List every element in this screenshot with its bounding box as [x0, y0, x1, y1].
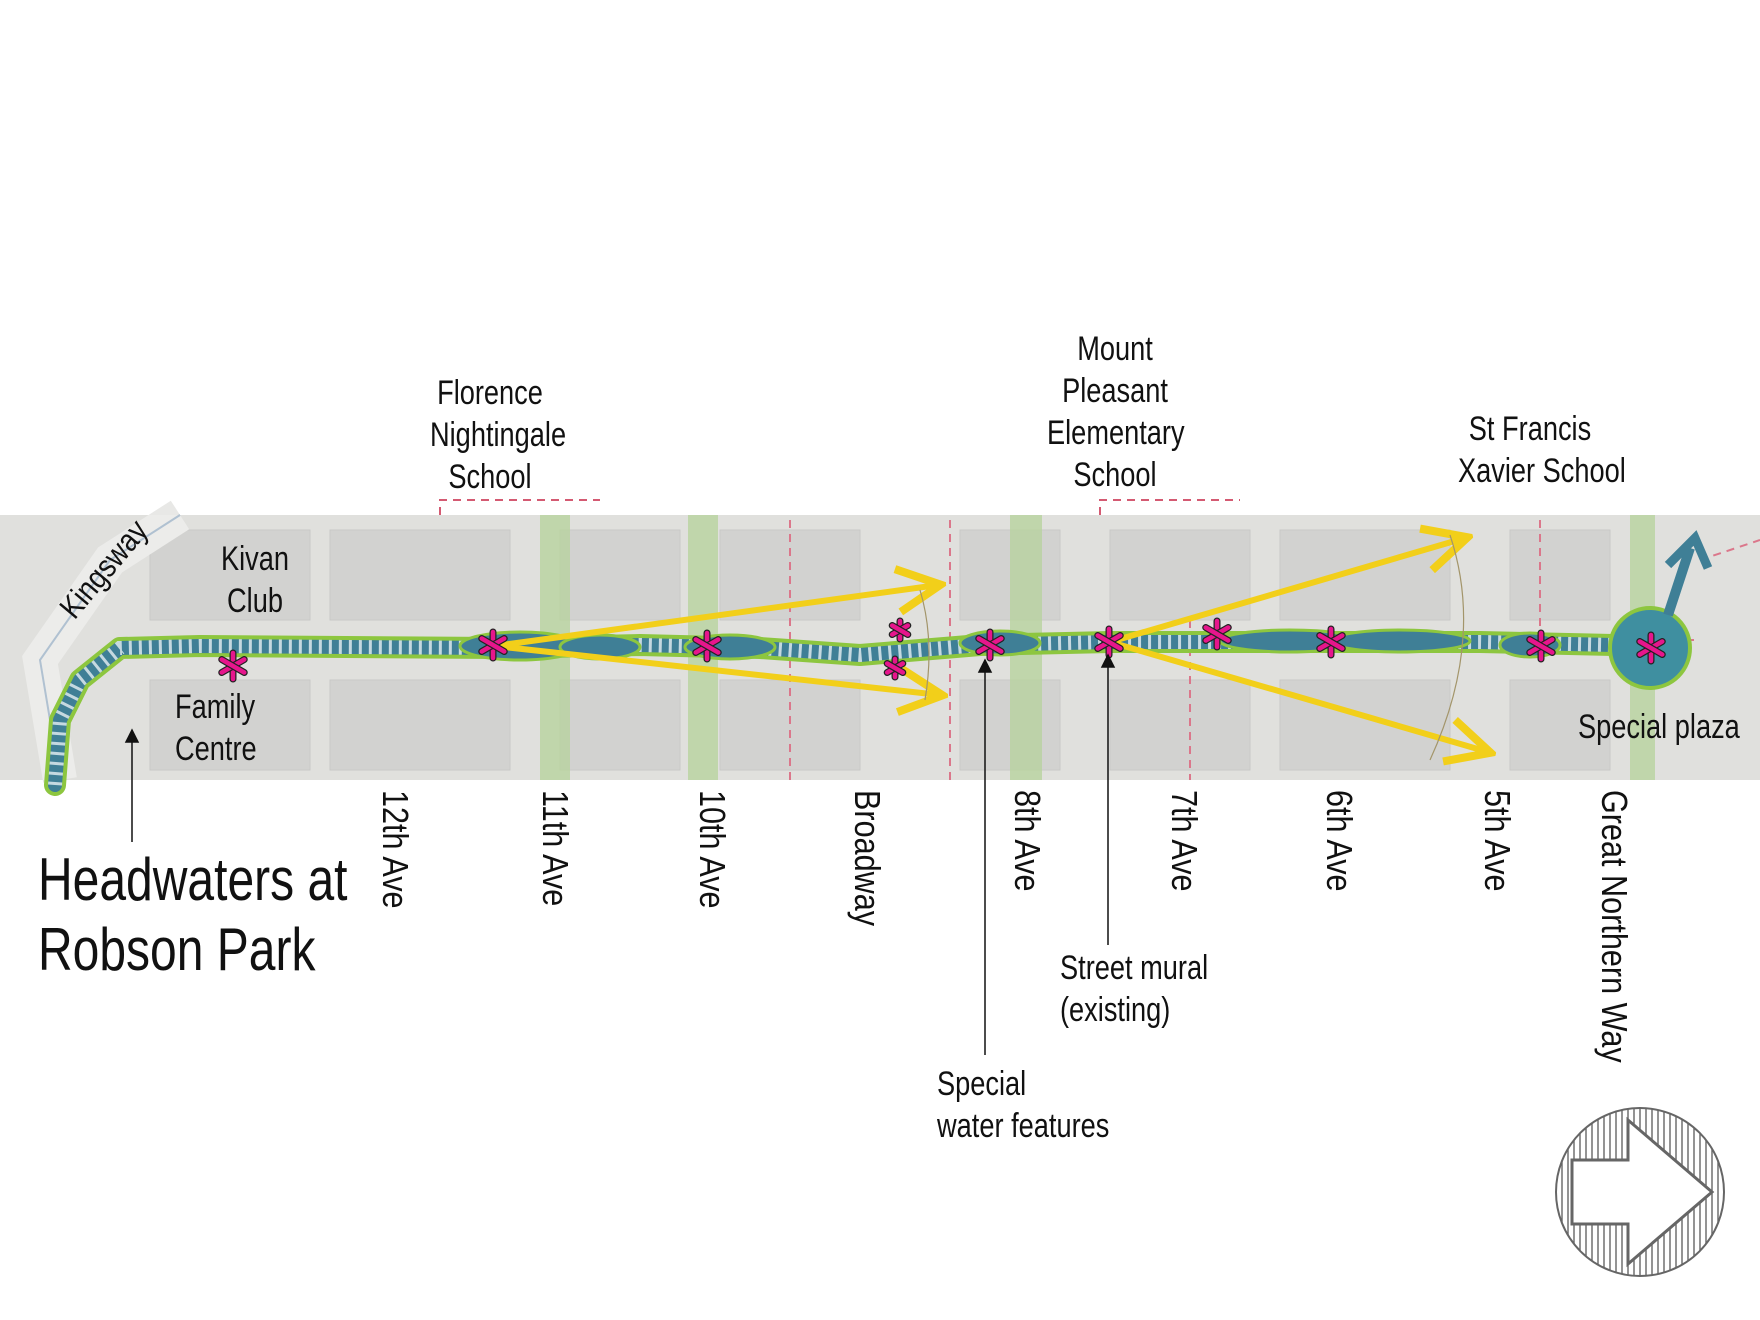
sightline-arrows [494, 538, 1488, 752]
asterisk-marker-icon [1526, 629, 1556, 663]
asterisk-marker-icon [1094, 625, 1124, 659]
landmark-st-francis-xavier-school: St Francis Xavier School [1458, 410, 1626, 490]
annotation-special-water-features: Special water features [937, 1065, 1110, 1145]
view-cone-arc [919, 589, 930, 701]
street-label-10th-ave: 10th Ave [692, 790, 733, 909]
asterisk-marker-icon [888, 617, 912, 643]
street-label-11th-ave: 11th Ave [535, 790, 576, 907]
asterisk-marker-icon [1636, 631, 1666, 665]
landmark-family-centre: Family Centre [175, 688, 257, 768]
view-cone-arc [1429, 534, 1465, 761]
street-label-5th-ave: 5th Ave [1477, 790, 1518, 892]
asterisk-marker-icon [478, 628, 508, 662]
street-label-great-northern-way: Great Northern Way [1594, 790, 1635, 1063]
street-label-broadway: Broadway [847, 790, 888, 927]
page-title: Headwaters at Robson Park [38, 846, 348, 983]
asterisk-marker-icon [1316, 625, 1346, 659]
asterisk-marker-icon [218, 649, 248, 683]
landmark-florence-nightingale-school: Florence Nightingale School [430, 374, 567, 496]
street-label-12th-ave: 12th Ave [375, 790, 416, 909]
asterisk-marker-icon [975, 628, 1005, 662]
asterisk-marker-icon [1202, 617, 1232, 651]
asterisk-marker-icon [692, 629, 722, 663]
landmark-kivan-club: Kivan Club [220, 540, 290, 620]
annotation-street-mural: Street mural (existing) [1060, 949, 1209, 1029]
street-label-7th-ave: 7th Ave [1164, 790, 1205, 892]
feature-markers [218, 617, 1666, 683]
asterisk-marker-icon [883, 655, 907, 681]
street-label-6th-ave: 6th Ave [1319, 790, 1360, 892]
leader-lines [124, 653, 1116, 1055]
street-label-8th-ave: 8th Ave [1007, 790, 1048, 892]
landmark-special-plaza: Special plaza [1578, 708, 1740, 746]
landmark-mount-pleasant-school: Mount Pleasant Elementary School [1047, 330, 1185, 494]
north-arrow-icon [1555, 1107, 1725, 1277]
